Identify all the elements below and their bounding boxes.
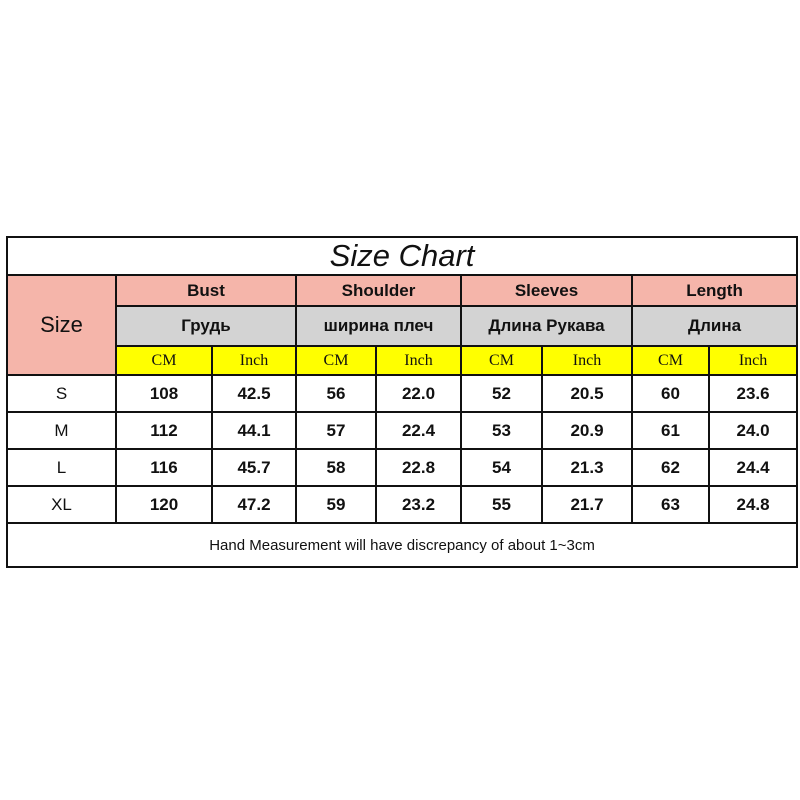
value-cell: 24.4 <box>707 448 799 487</box>
value-cell: 52 <box>460 374 543 413</box>
value-cell: 20.9 <box>541 411 633 450</box>
group-header-ru: ширина плеч <box>295 305 462 347</box>
value-cell: 59 <box>295 485 377 524</box>
value-cell: 22.0 <box>375 374 462 413</box>
value-cell: 45.7 <box>211 448 297 487</box>
value-cell: 23.2 <box>375 485 462 524</box>
size-cell: XL <box>6 485 117 524</box>
value-cell: 24.8 <box>707 485 799 524</box>
value-cell: 21.3 <box>541 448 633 487</box>
value-cell: 20.5 <box>541 374 633 413</box>
value-cell: 47.2 <box>211 485 297 524</box>
table-row: L 116 45.7 58 22.8 54 21.3 62 24.4 <box>6 448 799 487</box>
unit-cm: CM <box>295 345 377 376</box>
value-cell: 54 <box>460 448 543 487</box>
value-cell: 22.8 <box>375 448 462 487</box>
size-header: Size <box>6 274 117 376</box>
value-cell: 56 <box>295 374 377 413</box>
unit-inch: Inch <box>375 345 462 376</box>
unit-cm: CM <box>115 345 213 376</box>
size-cell: M <box>6 411 117 450</box>
value-cell: 42.5 <box>211 374 297 413</box>
value-cell: 58 <box>295 448 377 487</box>
unit-inch: Inch <box>541 345 633 376</box>
size-cell: S <box>6 374 117 413</box>
group-header-ru: Длина <box>630 305 799 347</box>
value-cell: 53 <box>460 411 543 450</box>
group-header-ru: Грудь <box>115 305 297 347</box>
size-cell: L <box>6 448 117 487</box>
unit-inch: Inch <box>707 345 799 376</box>
chart-title: Size Chart <box>5 236 799 276</box>
value-cell: 63 <box>631 485 710 524</box>
value-cell: 57 <box>295 411 377 450</box>
group-header-en: Shoulder <box>295 274 462 307</box>
value-cell: 116 <box>115 448 213 487</box>
value-cell: 108 <box>115 374 213 413</box>
unit-inch: Inch <box>211 345 297 376</box>
group-header-en: Bust <box>115 274 297 307</box>
table-row: S 108 42.5 56 22.0 52 20.5 60 23.6 <box>6 374 799 413</box>
value-cell: 22.4 <box>375 411 462 450</box>
value-cell: 24.0 <box>707 411 799 450</box>
value-cell: 55 <box>460 485 543 524</box>
value-cell: 44.1 <box>211 411 297 450</box>
measurement-note: Hand Measurement will have discrepancy o… <box>5 522 799 568</box>
value-cell: 60 <box>631 374 710 413</box>
table-row: XL 120 47.2 59 23.2 55 21.7 63 24.8 <box>6 485 799 524</box>
group-header-en: Sleeves <box>460 274 633 307</box>
unit-cm: CM <box>460 345 543 376</box>
group-header-en: Length <box>630 274 799 307</box>
value-cell: 23.6 <box>707 374 799 413</box>
group-header-ru: Длина Рукава <box>460 305 633 347</box>
table-row: M 112 44.1 57 22.4 53 20.9 61 24.0 <box>6 411 799 450</box>
value-cell: 120 <box>115 485 213 524</box>
value-cell: 62 <box>631 448 710 487</box>
value-cell: 61 <box>631 411 710 450</box>
value-cell: 112 <box>115 411 213 450</box>
value-cell: 21.7 <box>541 485 633 524</box>
size-chart-table: Size Chart Size Bust Shoulder Sleeves Length… <box>5 236 799 568</box>
unit-cm: CM <box>631 345 710 376</box>
